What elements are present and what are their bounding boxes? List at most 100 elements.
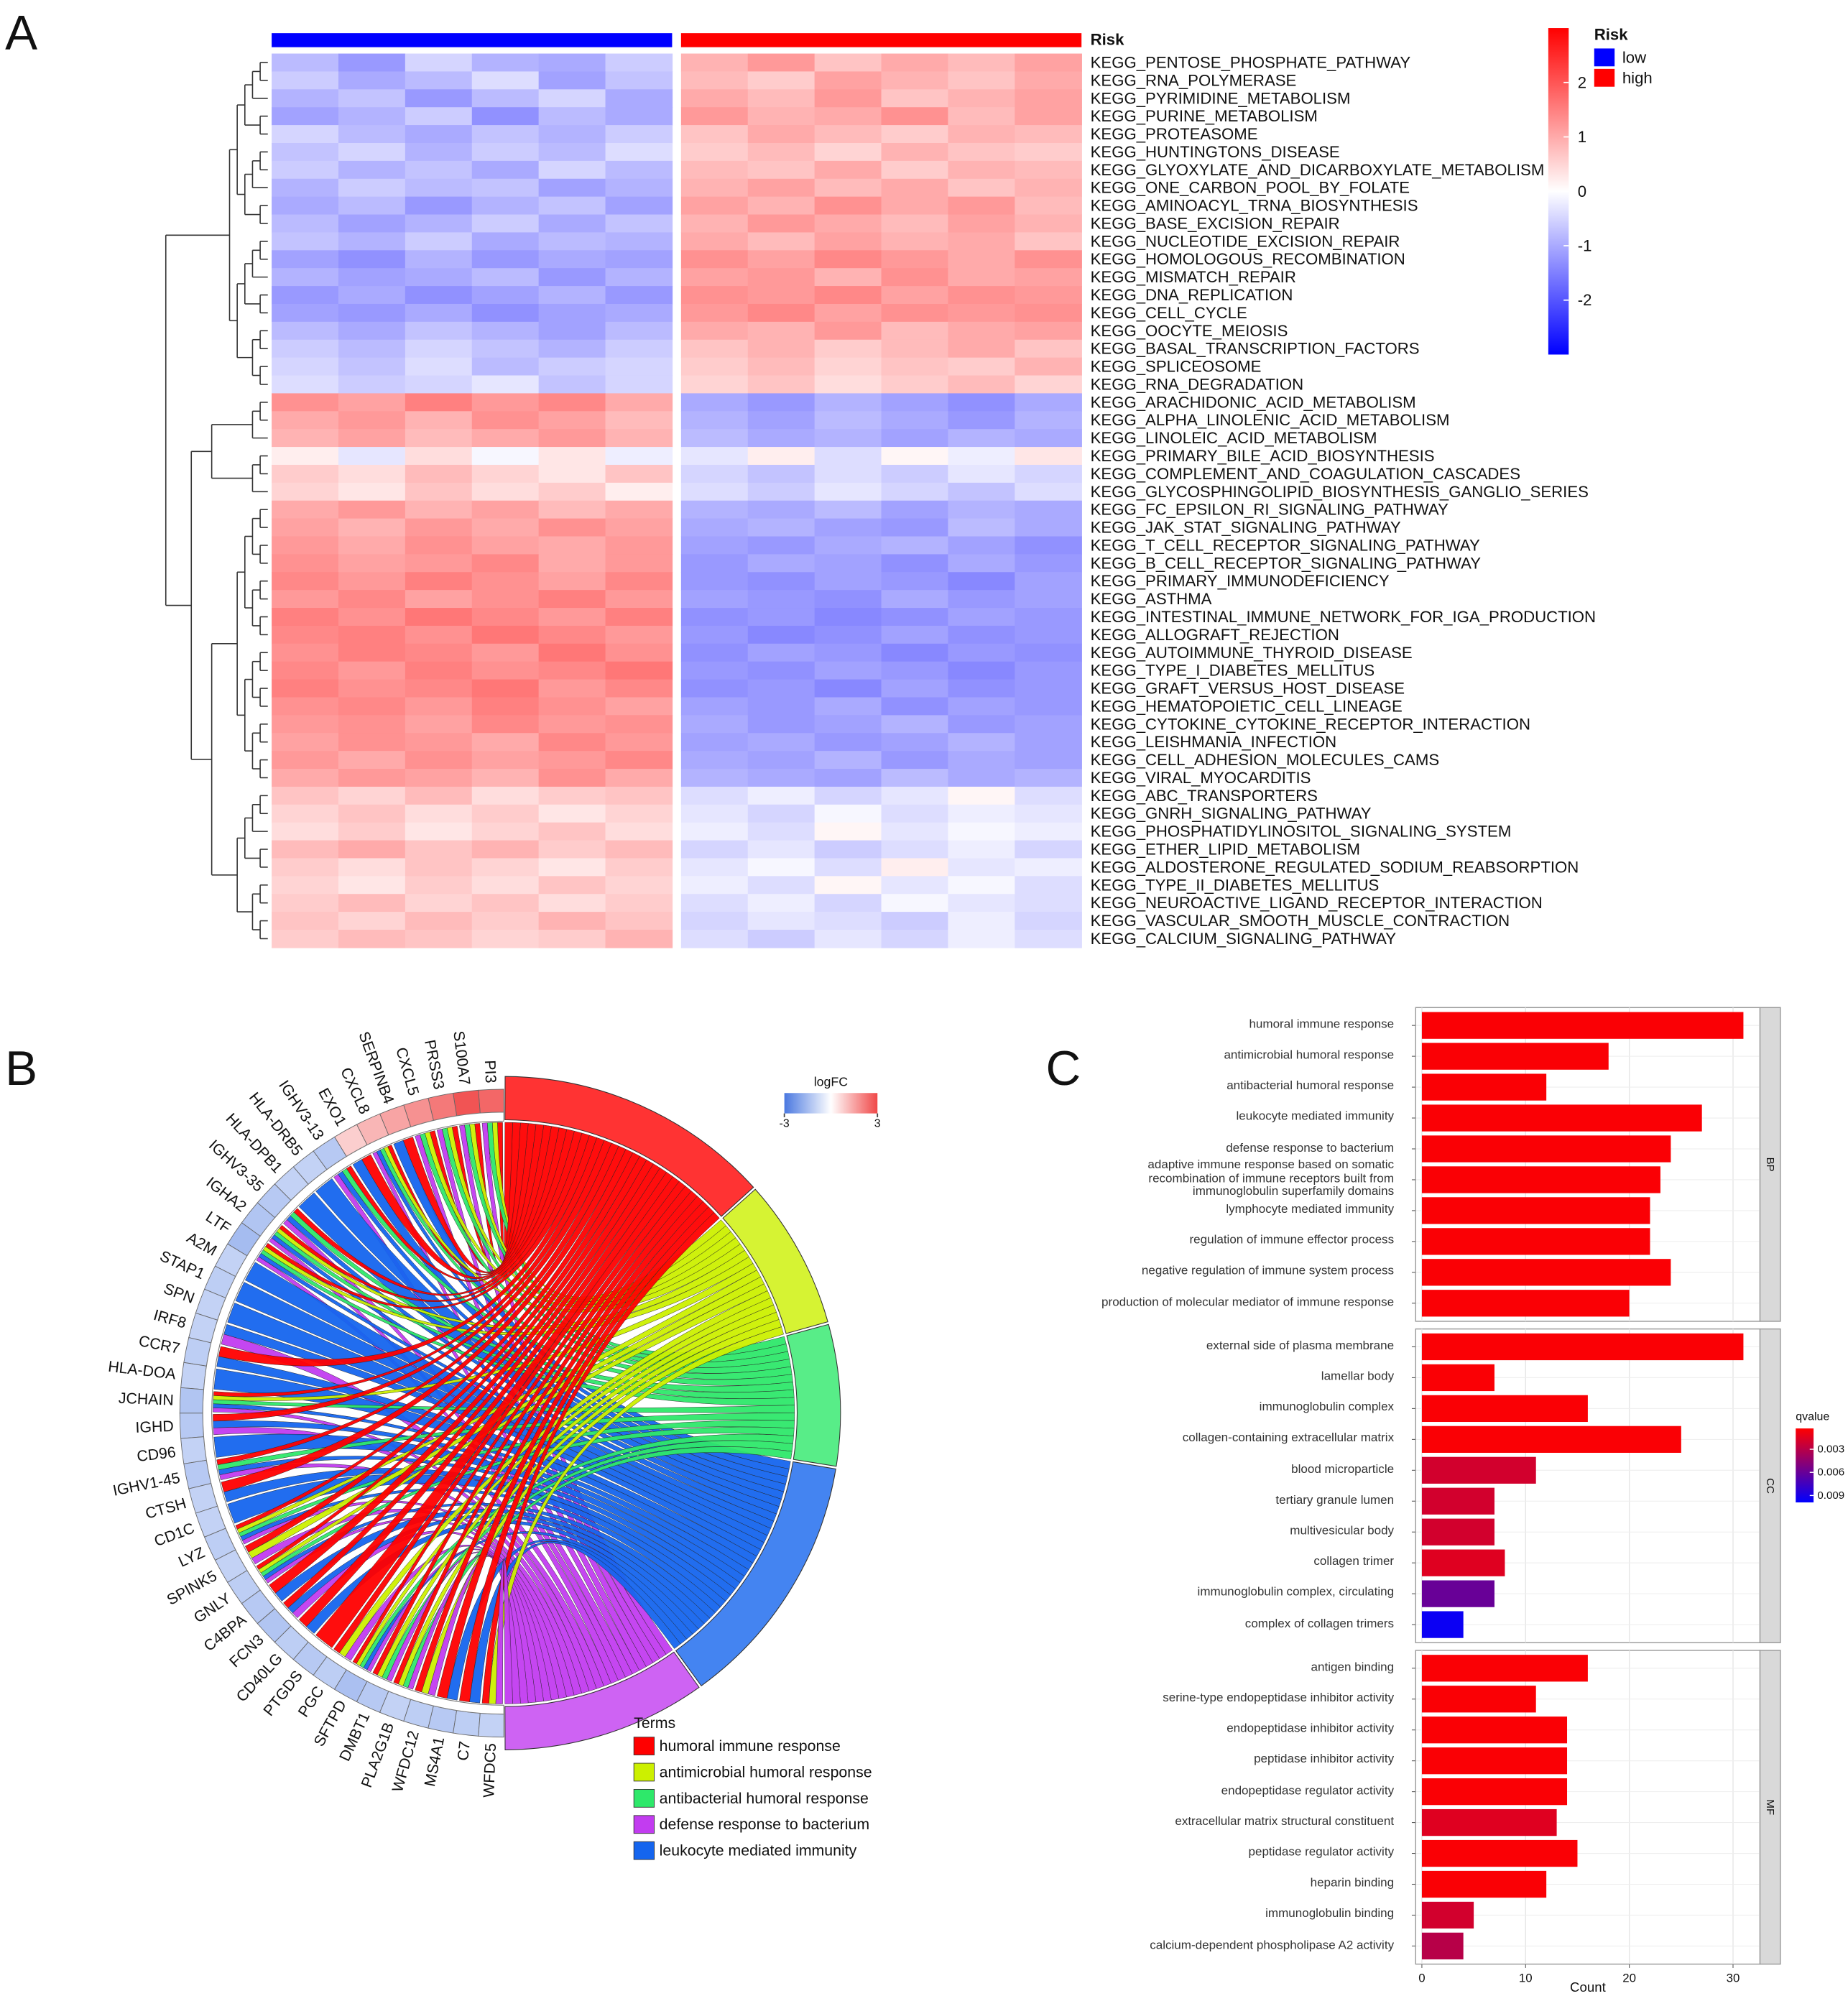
gene-label: CCR7 (137, 1332, 182, 1357)
row-label: KEGG_BASAL_TRANSCRIPTION_FACTORS (1091, 340, 1420, 358)
bar (1421, 1228, 1650, 1255)
heatmap-cell (405, 894, 473, 912)
heatmap-cell (538, 840, 606, 859)
heatmap-cell (747, 679, 816, 698)
bar (1421, 1426, 1681, 1453)
heatmap-cell (272, 142, 339, 162)
bar (1421, 1839, 1578, 1867)
heatmap-cell (272, 929, 339, 948)
heatmap-cell (881, 608, 949, 627)
bar (1421, 1073, 1547, 1101)
chord-ribbon (274, 1231, 795, 1399)
heatmap-cell (405, 643, 473, 662)
heatmap-cell (747, 89, 816, 108)
heatmap-cell (747, 536, 816, 555)
heatmap-cell (538, 697, 606, 716)
heatmap-cell (272, 482, 339, 502)
heatmap-cell (948, 268, 1016, 287)
legend-title: logFC (814, 1074, 849, 1089)
row-label: KEGG_ALPHA_LINOLENIC_ACID_METABOLISM (1091, 411, 1450, 429)
category-label: lamellar body (1321, 1369, 1395, 1384)
heatmap-cell (1015, 71, 1082, 91)
heatmap-cell (605, 572, 673, 591)
heatmap-cell (338, 840, 406, 859)
heatmap-cell (338, 125, 406, 144)
heatmap-cell (747, 518, 816, 537)
heatmap-cell (814, 357, 882, 376)
heatmap-cell (272, 822, 339, 841)
chord-ribbon (269, 1159, 654, 1594)
heatmap-cell (747, 286, 816, 305)
heatmap-cell (471, 357, 540, 376)
heatmap-cell (538, 411, 606, 430)
heatmap-cell (338, 411, 406, 430)
heatmap-cell (338, 375, 406, 394)
heatmap-cell (405, 572, 473, 591)
bar (1421, 1808, 1557, 1836)
heatmap-cell (405, 196, 473, 216)
heatmap-cell (747, 71, 816, 91)
row-label: KEGG_ALDOSTERONE_REGULATED_SODIUM_REABSO… (1091, 858, 1579, 876)
heatmap-cell (605, 643, 673, 662)
heatmap-cell (881, 715, 949, 734)
heatmap-cell (272, 572, 339, 591)
heatmap-cell (747, 196, 816, 216)
row-label: KEGG_RNA_DEGRADATION (1091, 375, 1304, 393)
gene-segment (453, 1710, 481, 1737)
heatmap-cell (680, 196, 749, 216)
heatmap-cell (948, 608, 1016, 627)
heatmap-cell (272, 464, 339, 484)
heatmap-cell (538, 393, 606, 412)
heatmap-cell (1015, 643, 1082, 662)
heatmap-cell (605, 858, 673, 877)
heatmap-cell (471, 125, 540, 144)
heatmap-cell (405, 912, 473, 930)
heatmap-cell (405, 500, 473, 519)
heatmap-cell (680, 393, 749, 412)
heatmap-cell (471, 232, 540, 251)
legend-label: low (1622, 48, 1647, 66)
heatmap-cell (1015, 912, 1082, 930)
chord-ribbon (436, 1201, 709, 1699)
heatmap-cell (747, 125, 816, 144)
legend-title: Risk (1594, 25, 1629, 43)
heatmap-cell (747, 214, 816, 234)
heatmap-cell (538, 71, 606, 91)
heatmap-cell (405, 411, 473, 430)
heatmap-cell (1015, 876, 1082, 895)
legend-title: qvalue (1796, 1411, 1829, 1423)
heatmap-cell (538, 554, 606, 573)
heatmap-cell (405, 125, 473, 144)
gene-label: PRSS3 (421, 1038, 448, 1091)
heatmap-cell (680, 107, 749, 126)
heatmap-cell (605, 554, 673, 573)
heatmap-cell (338, 751, 406, 770)
heatmap-cell (680, 929, 749, 948)
bar (1421, 1655, 1588, 1682)
heatmap-cell (405, 625, 473, 644)
heatmap-cell (272, 858, 339, 877)
heatmap-cell (338, 697, 406, 716)
heatmap-cell (605, 500, 673, 519)
gene-label: CD96 (136, 1443, 177, 1465)
heatmap-cell (1015, 107, 1082, 126)
heatmap-cell (881, 554, 949, 573)
bar (1421, 1395, 1588, 1423)
chord-ribbon (481, 1212, 720, 1704)
heatmap-cell (471, 733, 540, 752)
heatmap-cell (814, 608, 882, 627)
heatmap-cell (538, 876, 606, 895)
bar (1421, 1518, 1494, 1545)
chord-ribbon (407, 1553, 529, 1704)
heatmap-cell (538, 518, 606, 537)
heatmap-cell (538, 590, 606, 609)
heatmap-cell (405, 554, 473, 573)
heatmap-cell (1015, 751, 1082, 770)
chord-ribbon (218, 1135, 597, 1367)
x-axis-label: Count (1570, 1979, 1607, 1995)
heatmap-cell (747, 661, 816, 680)
heatmap-cell (471, 142, 540, 162)
row-label: KEGG_CELL_ADHESION_MOLECULES_CAMS (1091, 751, 1439, 769)
heatmap-cell (471, 912, 540, 930)
heatmap-cell (680, 500, 749, 519)
